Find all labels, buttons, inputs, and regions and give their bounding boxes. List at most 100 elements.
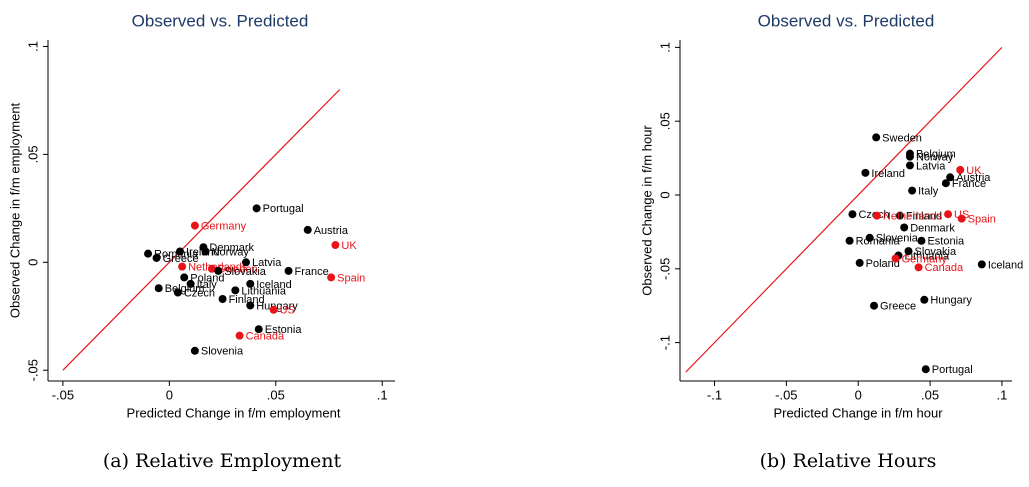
point-label: Portugal <box>932 364 973 376</box>
point-label: Lithuania <box>904 250 950 262</box>
y-tick-label: .05 <box>25 145 40 163</box>
point <box>900 223 909 232</box>
point <box>848 210 857 219</box>
y-tick-label: 0 <box>25 259 40 266</box>
point-label: Estonia <box>927 236 965 248</box>
point <box>870 301 879 310</box>
x-tick-label: .1 <box>997 387 1008 402</box>
point <box>917 236 926 245</box>
chart: Observed vs. Predicted -.1 -.05 0 .05 .1 -.1 -.… <box>639 11 1023 472</box>
point-label: Ireland <box>871 168 905 180</box>
point <box>327 273 336 282</box>
y-axis-label: Observed Change in f/m hour <box>639 125 654 296</box>
point <box>855 258 864 267</box>
x-tick-label: 0 <box>166 387 173 402</box>
point <box>190 346 199 355</box>
x-tick-label: -.05 <box>775 387 797 402</box>
point-label: Finland <box>906 211 942 223</box>
point <box>190 221 199 230</box>
point-label: Finland <box>229 294 265 306</box>
point <box>284 266 293 275</box>
point <box>254 325 263 334</box>
point-label: Denmark <box>209 242 254 254</box>
point <box>905 152 914 161</box>
point-label: Portugal <box>263 203 304 215</box>
point <box>144 249 153 258</box>
point-label: Romania <box>856 236 901 248</box>
point-label: Poland <box>190 272 224 284</box>
caption: (b) Relative Hours <box>760 450 937 472</box>
point-label: Slovenia <box>876 233 919 245</box>
chart-title: Observed vs. Predicted <box>758 11 935 30</box>
point-label: Iceland <box>988 259 1023 271</box>
point-label: Poland <box>866 258 900 270</box>
y-tick-label: -.1 <box>657 335 672 350</box>
point-label: Latvia <box>916 160 946 172</box>
point <box>235 331 244 340</box>
point <box>303 225 312 234</box>
point <box>269 305 278 314</box>
point-label: Slovakia <box>915 246 957 258</box>
point <box>941 179 950 188</box>
point-label: Germany <box>201 221 247 233</box>
y-tick-label: -.05 <box>657 258 672 280</box>
point-label: Italy <box>197 279 218 291</box>
point-label: France <box>295 266 329 278</box>
x-tick-label: -.1 <box>707 387 722 402</box>
point <box>207 264 216 273</box>
point-label: Greece <box>880 301 916 313</box>
point-label: UK <box>341 240 357 252</box>
point <box>252 204 261 213</box>
point-label: US <box>280 305 295 317</box>
point-label: Norway <box>212 246 250 258</box>
point <box>214 266 223 275</box>
point-label: UK <box>966 165 982 177</box>
point-label: Austria <box>314 225 349 237</box>
point <box>845 236 854 245</box>
y-tick-label: .05 <box>657 112 672 130</box>
point <box>977 260 986 269</box>
point-label: Slovakia <box>224 266 266 278</box>
point <box>331 241 340 250</box>
point-label: Belgium <box>916 149 956 161</box>
point <box>957 214 966 223</box>
point-label: Hungary <box>256 300 298 312</box>
point <box>246 301 255 310</box>
x-tick-label: .05 <box>267 387 285 402</box>
point <box>241 258 250 267</box>
point-label: Netherlands <box>883 211 943 223</box>
point <box>921 365 930 374</box>
point <box>865 233 874 242</box>
point-label: Lithuania <box>241 285 287 297</box>
point <box>872 133 881 142</box>
point <box>173 288 182 297</box>
x-tick-label: .05 <box>921 387 939 402</box>
point <box>861 168 870 177</box>
point <box>944 210 953 219</box>
point <box>186 279 195 288</box>
point-label: Greece <box>163 253 199 265</box>
point-label: Romania <box>154 249 199 261</box>
point <box>946 173 955 182</box>
point <box>872 211 881 220</box>
point-label: Sweden <box>218 264 258 276</box>
point-label: Czech <box>184 287 215 299</box>
point-label: Ireland <box>186 246 220 258</box>
chart-title: Observed vs. Predicted <box>132 11 309 30</box>
point <box>908 186 917 195</box>
y-axis-label: Observed Change in f/m employment <box>7 102 22 318</box>
point <box>956 165 965 174</box>
point-label: Latvia <box>252 257 282 269</box>
y-tick-label: .1 <box>657 42 672 53</box>
point-label: Germany <box>902 253 948 265</box>
point-label: France <box>952 178 986 190</box>
reference-line <box>685 46 1003 373</box>
x-tick-label: .1 <box>377 387 388 402</box>
point-label: Slovenia <box>201 346 244 358</box>
point-label: Canada <box>246 331 285 343</box>
point <box>152 253 161 262</box>
x-axis-label: Predicted Change in f/m employment <box>127 405 341 420</box>
x-tick-label: 0 <box>855 387 862 402</box>
point <box>920 295 929 304</box>
y-tick-label: .1 <box>25 41 40 52</box>
